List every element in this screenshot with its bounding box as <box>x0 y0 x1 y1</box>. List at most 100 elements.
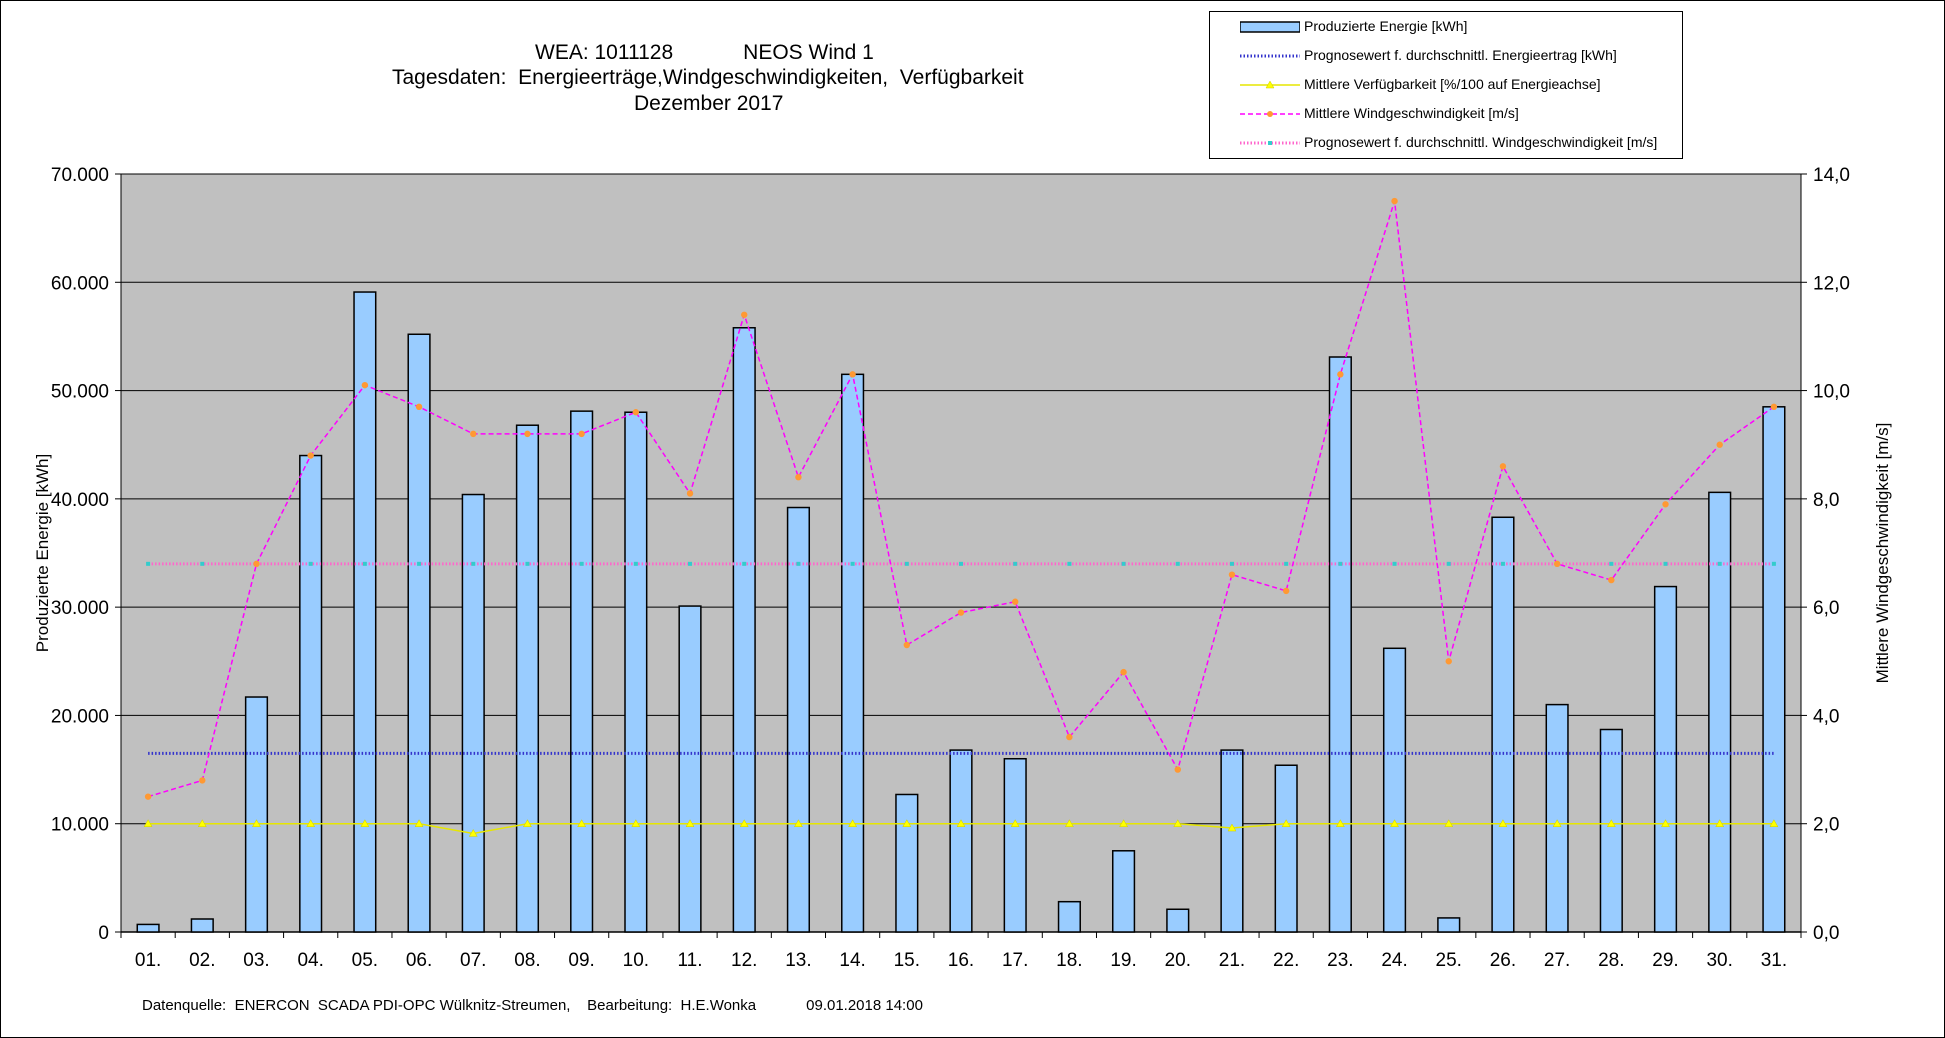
marker-availability <box>1715 819 1725 827</box>
marker-wind-speed <box>1174 766 1181 773</box>
marker-wind-speed <box>1553 560 1561 568</box>
marker-availability <box>197 819 207 827</box>
bar-energy <box>353 291 377 933</box>
x-tick-label: 25. <box>1436 950 1462 971</box>
marker-availability <box>1010 819 1020 827</box>
legend-symbol-dotted-blue <box>1240 54 1300 58</box>
marker-availability <box>631 819 641 827</box>
bar-energy <box>461 493 485 933</box>
x-tick-label: 04. <box>297 950 323 971</box>
marker-wind-speed <box>849 371 856 378</box>
marker-wind-speed <box>1120 668 1127 676</box>
footer-source-note: Datenquelle: ENERCON SCADA PDI-OPC Wülkn… <box>142 997 923 1014</box>
x-tick-label: 23. <box>1327 950 1353 971</box>
x-tick-label: 19. <box>1110 950 1136 971</box>
marker-wind-forecast <box>525 561 530 566</box>
bar-energy <box>1328 356 1352 933</box>
bar-energy <box>895 793 919 933</box>
y-axis-title: Produzierte Energie [kWh] <box>33 454 52 652</box>
y2-tick-label: 6,0 <box>1813 598 1839 619</box>
marker-wind-speed <box>1499 463 1507 470</box>
marker-wind-speed <box>1066 733 1073 741</box>
marker-wind-speed <box>957 609 965 616</box>
marker-availability <box>1606 819 1616 827</box>
bar-energy <box>244 696 269 933</box>
legend-label: Prognosewert f. durchschnittl. Windgesch… <box>1304 134 1658 150</box>
y2-tick-label: 14,0 <box>1813 165 1850 186</box>
marker-availability <box>848 819 858 827</box>
bar-energy <box>732 327 756 933</box>
marker-wind-forecast <box>850 561 855 566</box>
marker-wind-speed <box>1228 571 1236 578</box>
bar-energy <box>136 923 160 933</box>
marker-wind-forecast <box>796 561 801 566</box>
x-tick-label: 21. <box>1219 950 1245 971</box>
bar-energy <box>786 506 811 933</box>
marker-wind-forecast <box>1067 561 1072 566</box>
marker-wind-forecast <box>1717 561 1722 566</box>
x-tick-label: 05. <box>352 950 378 971</box>
marker-wind-forecast <box>579 561 584 566</box>
marker-wind-speed <box>686 490 694 497</box>
bar-energy <box>1111 850 1136 933</box>
x-tick-label: 06. <box>406 950 432 971</box>
bar-energy <box>1762 406 1786 933</box>
bar-energy <box>1274 764 1298 933</box>
marker-wind-speed <box>1282 587 1290 595</box>
bar-energy <box>949 749 973 933</box>
bar-energy <box>1166 908 1190 933</box>
chart-title-line-2: Tagesdaten: Energieerträge,Windgeschwind… <box>392 66 1024 89</box>
marker-availability <box>1498 819 1508 827</box>
bar-energy <box>1382 647 1407 933</box>
marker-availability <box>1444 819 1454 827</box>
bar-energy <box>299 454 323 933</box>
marker-wind-forecast <box>1392 561 1397 566</box>
legend-item-wind-forecast: Prognosewert f. durchschnittl. Windgesch… <box>1210 132 1680 154</box>
marker-availability <box>1173 819 1183 827</box>
marker-wind-forecast <box>904 561 909 566</box>
legend-symbol-dotted-pink <box>1240 141 1300 145</box>
marker-wind-forecast <box>742 561 747 566</box>
marker-wind-speed <box>1716 441 1723 448</box>
x-tick-label: 18. <box>1056 950 1082 971</box>
y2-tick-label: 0,0 <box>1813 923 1839 944</box>
x-tick-label: 24. <box>1381 950 1407 971</box>
marker-wind-speed <box>795 474 802 481</box>
marker-wind-forecast <box>633 561 638 566</box>
y-tick-label: 10.000 <box>51 815 109 836</box>
y2-tick-label: 10,0 <box>1813 382 1850 403</box>
marker-wind-forecast <box>1609 561 1614 566</box>
x-tick-label: 28. <box>1598 950 1624 971</box>
x-tick-label: 22. <box>1273 950 1299 971</box>
marker-wind-speed <box>1391 197 1398 205</box>
marker-availability <box>252 819 261 827</box>
marker-availability <box>1281 819 1291 827</box>
marker-wind-speed <box>1337 371 1344 378</box>
bar-energy <box>570 410 594 933</box>
y-tick-label: 20.000 <box>51 706 109 727</box>
x-tick-label: 29. <box>1652 950 1678 971</box>
x-tick-label: 27. <box>1544 950 1570 971</box>
marker-wind-speed <box>1608 576 1615 584</box>
legend-label: Mittlere Verfügbarkeit [%/100 auf Energi… <box>1304 76 1601 92</box>
x-tick-label: 31. <box>1761 950 1787 971</box>
legend-item-energy-forecast: Prognosewert f. durchschnittl. Energieer… <box>1210 45 1680 67</box>
marker-wind-forecast <box>959 561 963 566</box>
marker-wind-forecast <box>308 561 313 566</box>
marker-wind-speed <box>578 430 585 438</box>
x-tick-label: 14. <box>839 950 865 971</box>
y-tick-label: 70.000 <box>51 165 109 186</box>
bar-energy <box>1708 491 1732 933</box>
x-tick-label: 02. <box>189 950 215 971</box>
x-tick-label: 03. <box>243 950 269 971</box>
marker-wind-forecast <box>1771 561 1776 566</box>
bar-energy <box>624 411 648 933</box>
marker-availability <box>468 828 478 837</box>
legend-item-wind: Mittlere Windgeschwindigkeit [m/s] <box>1210 103 1680 125</box>
marker-availability <box>360 819 370 827</box>
bar-energy <box>1599 728 1623 933</box>
bar-energy <box>407 333 431 933</box>
marker-wind-speed <box>253 560 260 568</box>
marker-wind-speed <box>741 311 748 318</box>
